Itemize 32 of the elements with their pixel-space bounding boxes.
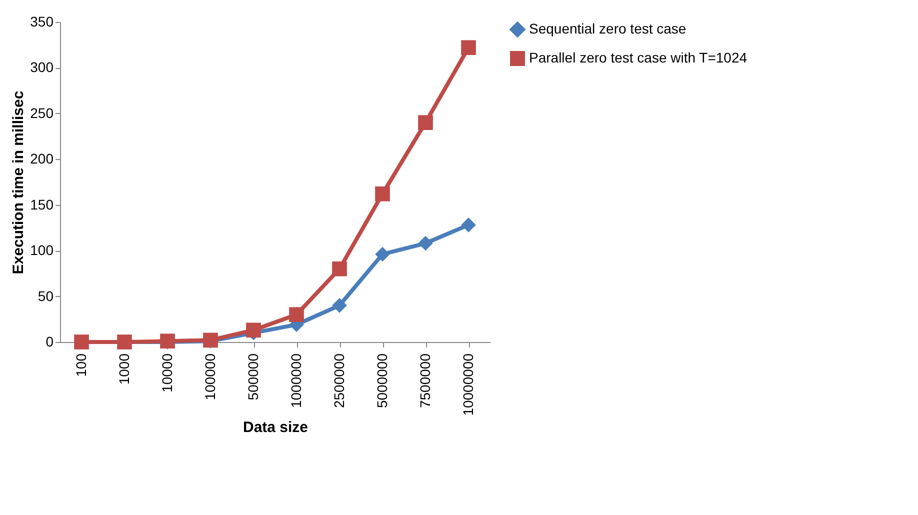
point (375, 246, 390, 262)
x-tick-label: 7500000 (417, 353, 433, 408)
y-tick-label: 350 (30, 14, 54, 30)
x-tick-label: 100000 (202, 353, 218, 400)
legend-label: Sequential zero test case (529, 20, 686, 36)
y-tick-label: 150 (30, 196, 54, 212)
x-axis-title: Data size (242, 418, 308, 436)
x-tick-label: 10000000 (460, 353, 476, 416)
x-tick-label: 5000000 (374, 353, 390, 408)
y-axis-title: Execution time in millisec (10, 90, 28, 274)
point (332, 298, 347, 313)
x-tick-label: 1000000 (288, 353, 304, 408)
point (246, 322, 261, 338)
y-tick-label: 300 (30, 59, 54, 76)
point (332, 261, 347, 276)
y-tick-label: 250 (30, 104, 54, 121)
x-tick-label: 2500000 (331, 353, 347, 408)
y-tick-label: 0 (46, 334, 54, 350)
point (418, 236, 433, 251)
point (289, 307, 304, 322)
x-tick-label: 1000 (116, 353, 132, 385)
x-tick-label: 100 (73, 353, 89, 377)
point (461, 40, 476, 56)
point (418, 115, 433, 130)
point (461, 218, 476, 232)
y-tick-label: 200 (30, 150, 54, 167)
y-tick-label: 50 (38, 288, 54, 304)
point (375, 186, 390, 202)
legend-label: Parallel zero test case with T=1024 (529, 50, 748, 66)
x-tick-label: 500000 (245, 353, 261, 400)
y-tick-label: 100 (30, 242, 54, 258)
x-tick-label: 10000 (159, 353, 175, 392)
